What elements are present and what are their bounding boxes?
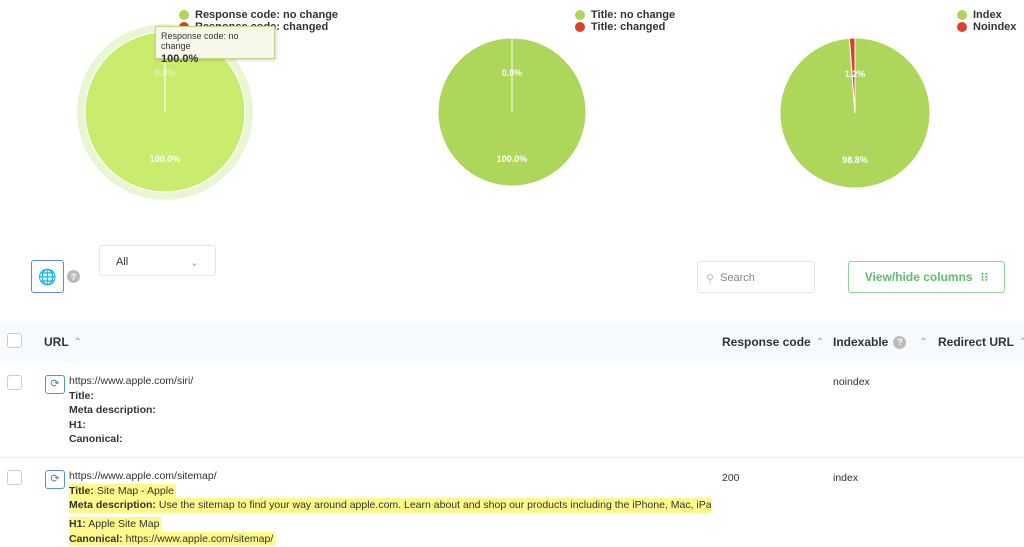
legend-label: Title: no change [591,9,676,21]
sliders-icon: ⁝⁝ [980,270,989,284]
view-hide-label: View/hide columns [864,270,973,284]
column-header-redirect-url[interactable]: Redirect URL ⌃ [938,335,1024,349]
legend-label: Response code: no change [195,9,339,21]
h1-value: Apple Site Map [88,518,160,530]
legend-label: Index [973,9,1002,21]
pie-chart-indexable: 98.8% 1.2% [779,37,931,189]
pie-chart-response-code: 100.0% 0.0% [77,24,253,200]
sort-icon: ⌃ [815,336,825,348]
canonical-label: Canonical: [69,433,123,445]
row-checkbox[interactable] [7,375,22,390]
globe-button[interactable]: 🌐 [31,260,64,293]
column-label: Response code [722,335,811,349]
tooltip-label: Response code: no change [161,31,239,51]
table-header: URL ⌃ Response code ⌃ Indexable? ⌃ Redirect… [0,321,1024,363]
view-hide-columns-button[interactable]: View/hide columns ⁝⁝ [848,261,1005,293]
legend-label: Title: changed [591,21,666,33]
select-all-checkbox[interactable] [7,333,22,348]
title-value: Site Map - Apple [96,484,174,497]
sort-icon: ⌃ [1019,336,1024,348]
row-checkbox[interactable] [7,470,22,485]
legend-item[interactable]: Index [957,9,1016,21]
slice-label: 100.0% [150,154,181,164]
help-icon[interactable]: ? [67,270,80,283]
slice-label: 0.0% [502,68,523,78]
chevron-down-icon: ⌄ [189,257,199,269]
column-header-indexable[interactable]: Indexable? ⌃ [833,335,928,349]
slice-label: 0.0% [155,68,176,78]
search-icon: ⚲ [706,273,715,285]
title-label: Title: [69,389,94,402]
canonical-label: Canonical: [69,532,123,545]
column-label: URL [44,335,69,349]
pie-chart-title: 100.0% 0.0% [437,37,587,187]
row-url[interactable]: https://www.apple.com/sitemap/ [69,470,217,482]
column-header-response-code[interactable]: Response code ⌃ [722,335,824,349]
legend-item[interactable]: Title: changed [575,21,675,33]
slice-label: 98.8% [842,155,868,165]
legend-title: Title: no change Title: changed [575,9,675,33]
indexable-cell: noindex [833,376,870,388]
globe-icon: 🌐 [38,268,57,286]
meta-label: Meta description: [69,404,156,416]
table-row: ⟳ https://www.apple.com/sitemap/ Title: … [0,459,1024,547]
slice-label: 1.2% [845,69,866,79]
recheck-icon[interactable]: ⟳ [45,375,65,394]
search-placeholder: Search [720,272,755,284]
search-input[interactable]: ⚲ Search [697,261,815,293]
meta-label: Meta description: [69,499,156,511]
filter-value: All [116,256,129,268]
chart-tooltip: Response code: no change 100.0% [155,26,275,65]
canonical-value: https://www.apple.com/sitemap/ [125,532,274,545]
response-code-cell: 200 [722,472,740,484]
legend-item[interactable]: Title: no change [575,9,675,21]
title-label: Title: [69,484,94,497]
legend-label: Noindex [973,21,1017,33]
slice-label: 100.0% [497,154,528,164]
column-header-url[interactable]: URL ⌃ [44,335,82,349]
indexable-cell: index [833,472,859,484]
sort-icon: ⌃ [919,336,928,348]
h1-label: H1: [69,518,86,530]
h1-label: H1: [69,418,86,431]
row-url[interactable]: https://www.apple.com/siri/ [69,375,194,387]
pie-slice[interactable] [848,37,856,114]
sort-icon: ⌃ [73,336,83,348]
recheck-icon[interactable]: ⟳ [45,470,65,489]
help-icon[interactable]: ? [893,335,907,349]
legend-indexable: Index Noindex [957,9,1016,33]
column-label: Redirect URL [938,335,1015,349]
legend-item[interactable]: Response code: no change [179,9,338,21]
meta-value: Use the sitemap to find your way around … [158,499,711,511]
legend-item[interactable]: Noindex [957,21,1016,33]
table-row: ⟳ https://www.apple.com/siri/ Title: Met… [0,363,1024,458]
filter-select[interactable]: All ⌄ [99,245,216,276]
tooltip-value: 100.0% [161,53,199,65]
column-label: Indexable [833,335,889,349]
